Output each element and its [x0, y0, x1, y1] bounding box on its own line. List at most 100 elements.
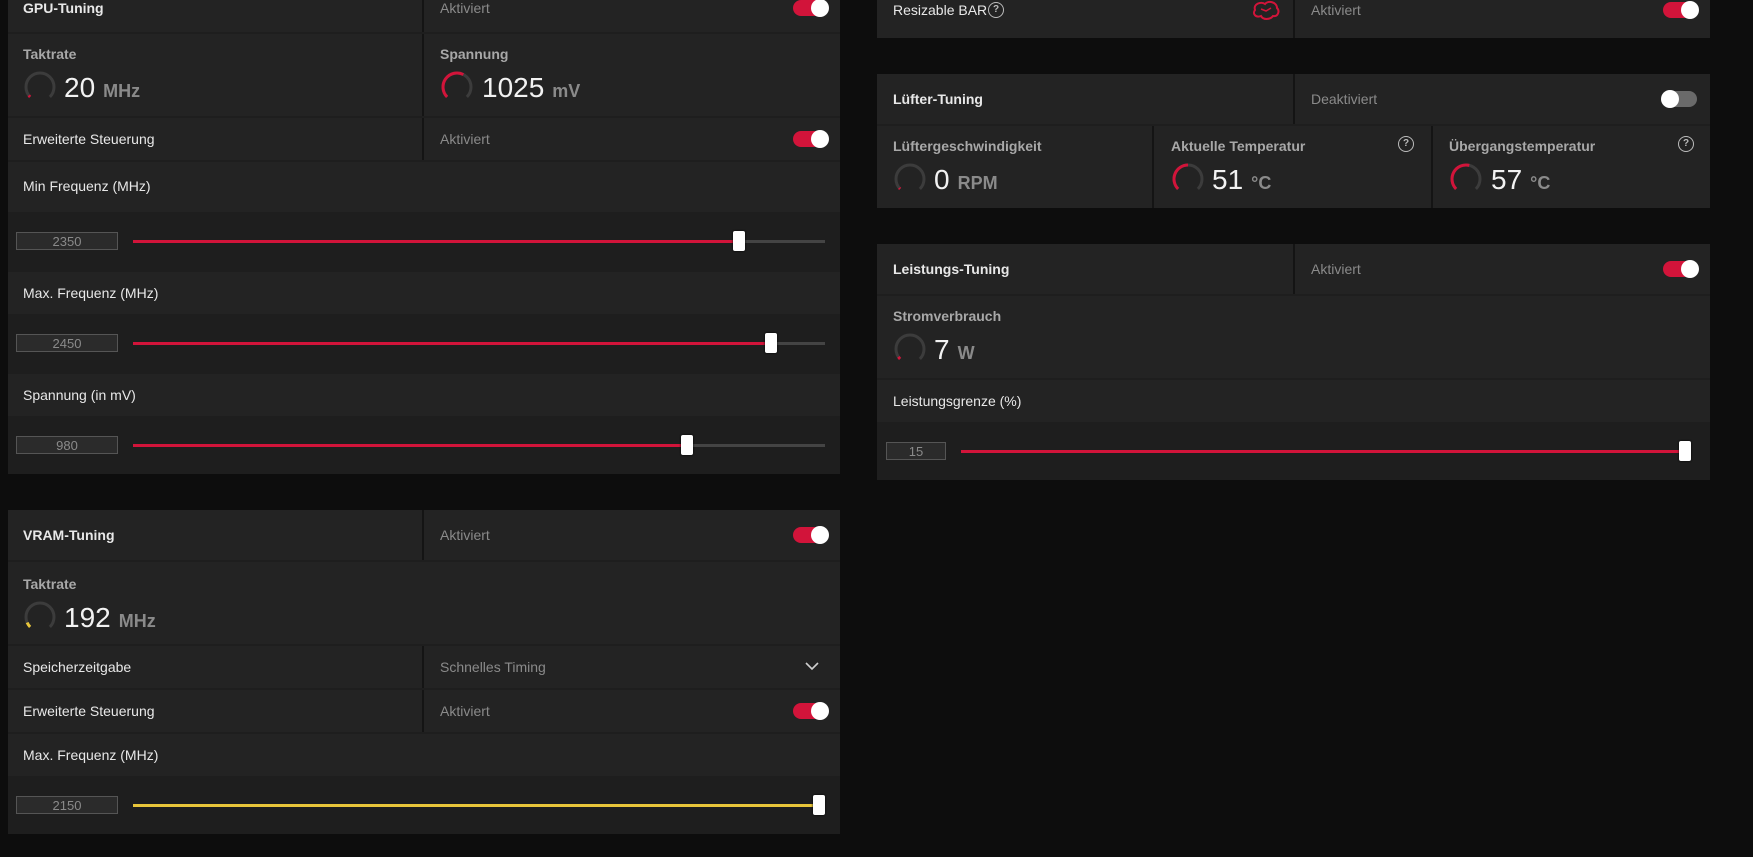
- resizable-bar-label: Resizable BAR: [893, 2, 988, 18]
- gauge-fill: [897, 355, 902, 360]
- vram-timing-select[interactable]: Schnelles Timing: [440, 659, 546, 675]
- gpu-metrics-row: Taktrate 20 MHz Spannung 1025 mV: [8, 34, 840, 116]
- gauge-fill: [27, 94, 32, 98]
- help-icon[interactable]: ?: [1398, 136, 1414, 152]
- junction-temp-value: 57 °C: [1491, 164, 1551, 195]
- gpu-voltage-gauge: [441, 71, 473, 98]
- vram-advanced-label: Erweiterte Steuerung: [23, 703, 155, 719]
- junction-temp-gauge: [1450, 163, 1482, 190]
- gauge-fill: [898, 186, 902, 190]
- resizable-bar-row: Resizable BAR ? Aktiviert: [877, 0, 1710, 38]
- gauge-fill: [25, 621, 32, 628]
- resizable-bar-status: Aktiviert: [1311, 2, 1361, 18]
- fan-speed-title: Lüftergeschwindigkeit: [893, 138, 1042, 154]
- power-tuning-header: Leistungs-Tuning Aktiviert: [877, 244, 1710, 294]
- gpu-max-freq-input[interactable]: 2450: [16, 334, 118, 352]
- gpu-voltage-mv-input[interactable]: 980: [16, 436, 118, 454]
- gauge-fill: [1172, 163, 1189, 190]
- vram-metrics-row: Taktrate 192 MHz: [8, 562, 840, 644]
- gpu-clock-value: 20 MHz: [64, 72, 141, 103]
- resizable-bar-toggle[interactable]: [1663, 1, 1699, 19]
- fan-tuning-header: Lüfter-Tuning Deaktiviert: [877, 74, 1710, 124]
- fan-metrics-row: Lüftergeschwindigkeit 0 RPM Aktuelle Temp…: [877, 126, 1710, 208]
- gpu-min-freq-slider[interactable]: [133, 231, 825, 251]
- current-temp-title: Aktuelle Temperatur: [1171, 138, 1306, 154]
- gpu-min-freq-input[interactable]: 2350: [16, 232, 118, 250]
- vram-tuning-title: VRAM-Tuning: [23, 527, 115, 543]
- vram-tuning-status: Aktiviert: [440, 527, 490, 543]
- gauge-track: [894, 163, 926, 190]
- resizable-bar-panel: Resizable BAR ? Aktiviert: [877, 0, 1710, 38]
- vram-clock-title: Taktrate: [23, 576, 77, 592]
- current-temp-value: 51 °C: [1212, 164, 1272, 195]
- gpu-voltage-mv-slider[interactable]: [133, 435, 825, 455]
- gpu-voltage-mv-thumb[interactable]: [680, 435, 693, 455]
- vram-max-freq-label-row: Max. Frequenz (MHz): [8, 734, 840, 776]
- gpu-tuning-status: Aktiviert: [440, 0, 490, 16]
- gpu-clock-gauge: [24, 71, 56, 98]
- fan-speed-gauge: [894, 163, 926, 190]
- gpu-tuning-panel: GPU-Tuning Aktiviert Taktrate 20 MHz Span…: [8, 0, 840, 474]
- gpu-advanced-status: Aktiviert: [440, 131, 490, 147]
- power-limit-input[interactable]: 15: [886, 442, 946, 460]
- gpu-min-freq-label: Min Frequenz (MHz): [23, 178, 151, 194]
- chevron-down-icon[interactable]: [805, 661, 819, 671]
- power-tuning-title: Leistungs-Tuning: [893, 261, 1010, 277]
- gpu-voltage-label-row: Spannung (in mV): [8, 374, 840, 416]
- gpu-advanced-label: Erweiterte Steuerung: [23, 131, 155, 147]
- gauge-track: [24, 71, 56, 98]
- gpu-tuning-header: GPU-Tuning Aktiviert: [8, 0, 840, 32]
- power-tuning-panel: Leistungs-Tuning Aktiviert Stromverbrauc…: [877, 244, 1710, 480]
- power-draw-gauge: [894, 333, 926, 360]
- vram-max-freq-slider[interactable]: [133, 795, 825, 815]
- vram-tuning-header: VRAM-Tuning Aktiviert: [8, 510, 840, 560]
- fan-tuning-toggle[interactable]: [1661, 90, 1697, 108]
- help-icon[interactable]: ?: [988, 2, 1004, 18]
- vram-clock-value: 192 MHz: [64, 602, 156, 633]
- vram-timing-row: Speicherzeitgabe Schnelles Timing: [8, 646, 840, 688]
- fan-tuning-panel: Lüfter-Tuning Deaktiviert Lüftergeschwin…: [877, 74, 1710, 208]
- gpu-tuning-toggle[interactable]: [793, 0, 829, 17]
- power-tuning-status: Aktiviert: [1311, 261, 1361, 277]
- brain-icon: [1252, 0, 1280, 20]
- gpu-voltage-value: 1025 mV: [482, 72, 581, 103]
- gauge-track: [894, 333, 926, 360]
- gpu-max-freq-label-row: Max. Frequenz (MHz): [8, 272, 840, 314]
- power-limit-label-row: Leistungsgrenze (%): [877, 380, 1710, 422]
- power-limit-thumb[interactable]: [1679, 441, 1691, 461]
- gpu-max-freq-thumb[interactable]: [765, 333, 778, 353]
- power-limit-slider[interactable]: [961, 441, 1691, 461]
- vram-tuning-panel: VRAM-Tuning Aktiviert Taktrate 192 MHz Sp…: [8, 510, 840, 834]
- power-tuning-toggle[interactable]: [1663, 260, 1699, 278]
- vram-clock-gauge: [24, 601, 56, 628]
- junction-temp-title: Übergangstemperatur: [1449, 138, 1596, 154]
- vram-timing-label: Speicherzeitgabe: [23, 659, 132, 675]
- power-limit-label: Leistungsgrenze (%): [893, 393, 1022, 409]
- fan-tuning-status: Deaktiviert: [1311, 91, 1378, 107]
- fan-speed-value: 0 RPM: [934, 164, 998, 195]
- gpu-max-freq-slider[interactable]: [133, 333, 825, 353]
- vram-max-freq-input[interactable]: 2150: [16, 796, 118, 814]
- help-icon[interactable]: ?: [1678, 136, 1694, 152]
- vram-advanced-row: Erweiterte Steuerung Aktiviert: [8, 690, 840, 732]
- vram-advanced-status: Aktiviert: [440, 703, 490, 719]
- vram-max-freq-label: Max. Frequenz (MHz): [23, 747, 159, 763]
- power-draw-title: Stromverbrauch: [893, 308, 1002, 324]
- gauge-track: [24, 601, 56, 628]
- vram-advanced-toggle[interactable]: [793, 702, 829, 720]
- vram-max-freq-thumb[interactable]: [813, 795, 825, 815]
- gauge-fill: [441, 71, 465, 98]
- gpu-voltage-title: Spannung: [440, 46, 509, 62]
- current-temp-gauge: [1172, 163, 1204, 190]
- gpu-clock-title: Taktrate: [23, 46, 77, 62]
- gpu-tuning-title: GPU-Tuning: [23, 0, 104, 16]
- gpu-min-freq-thumb[interactable]: [732, 231, 745, 251]
- gpu-max-freq-label: Max. Frequenz (MHz): [23, 285, 159, 301]
- gpu-min-freq-label-row: Min Frequenz (MHz): [8, 162, 840, 212]
- gpu-voltage-mv-label: Spannung (in mV): [23, 387, 136, 403]
- gpu-advanced-toggle[interactable]: [793, 130, 829, 148]
- gpu-advanced-row: Erweiterte Steuerung Aktiviert: [8, 118, 840, 160]
- vram-tuning-toggle[interactable]: [793, 526, 829, 544]
